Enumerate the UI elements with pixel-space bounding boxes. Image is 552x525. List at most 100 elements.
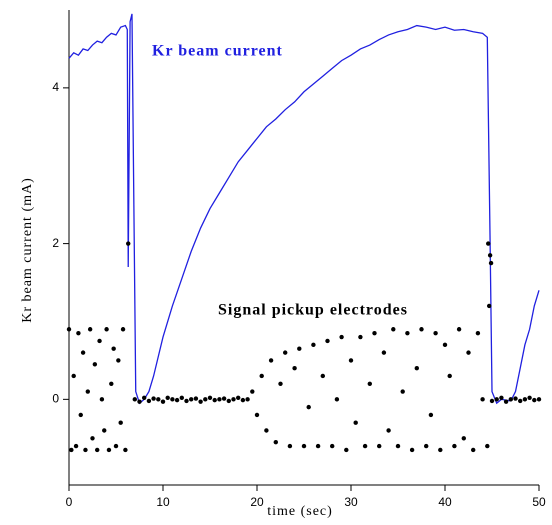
- point: [83, 447, 88, 453]
- x-tick-label: 30: [344, 495, 358, 509]
- point: [99, 397, 105, 402]
- point: [325, 338, 330, 344]
- y-tick-label: 2: [52, 236, 59, 250]
- point: [518, 398, 523, 404]
- point: [386, 428, 391, 433]
- point: [73, 443, 79, 449]
- point: [442, 342, 448, 348]
- point: [536, 397, 542, 402]
- point: [438, 447, 443, 453]
- point: [236, 395, 241, 400]
- point: [485, 443, 490, 449]
- point: [499, 395, 504, 400]
- point: [330, 443, 335, 449]
- point: [428, 412, 434, 418]
- point: [283, 350, 288, 355]
- point: [433, 330, 438, 336]
- point: [240, 397, 246, 403]
- point: [488, 260, 494, 266]
- point: [123, 447, 128, 453]
- point: [80, 350, 86, 355]
- point: [377, 443, 382, 449]
- point: [259, 373, 264, 379]
- point: [447, 373, 452, 379]
- point: [400, 389, 405, 394]
- point: [250, 389, 255, 394]
- point: [301, 443, 307, 449]
- x-axis-label: time (sec): [267, 504, 333, 519]
- point: [273, 439, 278, 445]
- point: [198, 399, 203, 404]
- point: [348, 358, 354, 363]
- point: [287, 443, 293, 449]
- point: [207, 395, 213, 400]
- point: [532, 397, 537, 403]
- point: [466, 350, 471, 355]
- point: [254, 412, 260, 418]
- point: [120, 327, 126, 332]
- x-tick-label: 10: [156, 495, 170, 509]
- point: [362, 443, 368, 449]
- point: [245, 397, 250, 402]
- point: [66, 327, 72, 332]
- point: [146, 398, 152, 404]
- point: [132, 397, 137, 402]
- point: [104, 327, 109, 332]
- point: [142, 395, 147, 400]
- point: [212, 397, 217, 403]
- point: [217, 397, 222, 402]
- x-tick-label: 20: [250, 495, 264, 509]
- point: [126, 241, 131, 246]
- y-tick-label: 4: [52, 80, 59, 94]
- point: [69, 447, 74, 453]
- point: [102, 428, 107, 433]
- point: [334, 397, 340, 402]
- point: [480, 397, 485, 402]
- point: [221, 396, 227, 401]
- point: [486, 303, 492, 309]
- point: [503, 399, 509, 404]
- point: [92, 362, 98, 367]
- point: [118, 420, 123, 425]
- point: [203, 397, 208, 402]
- point: [71, 373, 76, 379]
- point: [486, 241, 491, 246]
- point: [76, 330, 81, 336]
- point: [311, 342, 316, 348]
- point: [405, 330, 410, 336]
- point: [367, 381, 372, 386]
- y-axis-label: Kr beam current (mA): [20, 177, 35, 323]
- point: [508, 397, 513, 402]
- point: [297, 346, 302, 351]
- point: [278, 381, 283, 386]
- point: [395, 443, 401, 449]
- point: [78, 412, 83, 418]
- point: [292, 365, 297, 371]
- point: [372, 330, 377, 336]
- point: [193, 396, 199, 401]
- point: [179, 395, 184, 400]
- point: [353, 420, 358, 425]
- point: [461, 436, 466, 441]
- x-tick-label: 40: [438, 495, 452, 509]
- point: [320, 373, 325, 379]
- point: [116, 358, 121, 363]
- point: [527, 395, 532, 400]
- point: [414, 365, 419, 371]
- point: [268, 358, 274, 363]
- point: [184, 398, 189, 404]
- point: [174, 397, 180, 403]
- annotation: Signal pickup electrodes: [218, 302, 408, 319]
- point: [456, 327, 462, 332]
- point: [513, 396, 518, 401]
- point: [226, 398, 231, 404]
- point: [137, 399, 142, 404]
- point: [344, 447, 349, 453]
- point: [494, 397, 499, 402]
- point: [522, 397, 528, 402]
- point: [339, 334, 344, 340]
- x-tick-label: 0: [66, 495, 73, 509]
- point: [85, 389, 91, 394]
- point: [90, 436, 95, 441]
